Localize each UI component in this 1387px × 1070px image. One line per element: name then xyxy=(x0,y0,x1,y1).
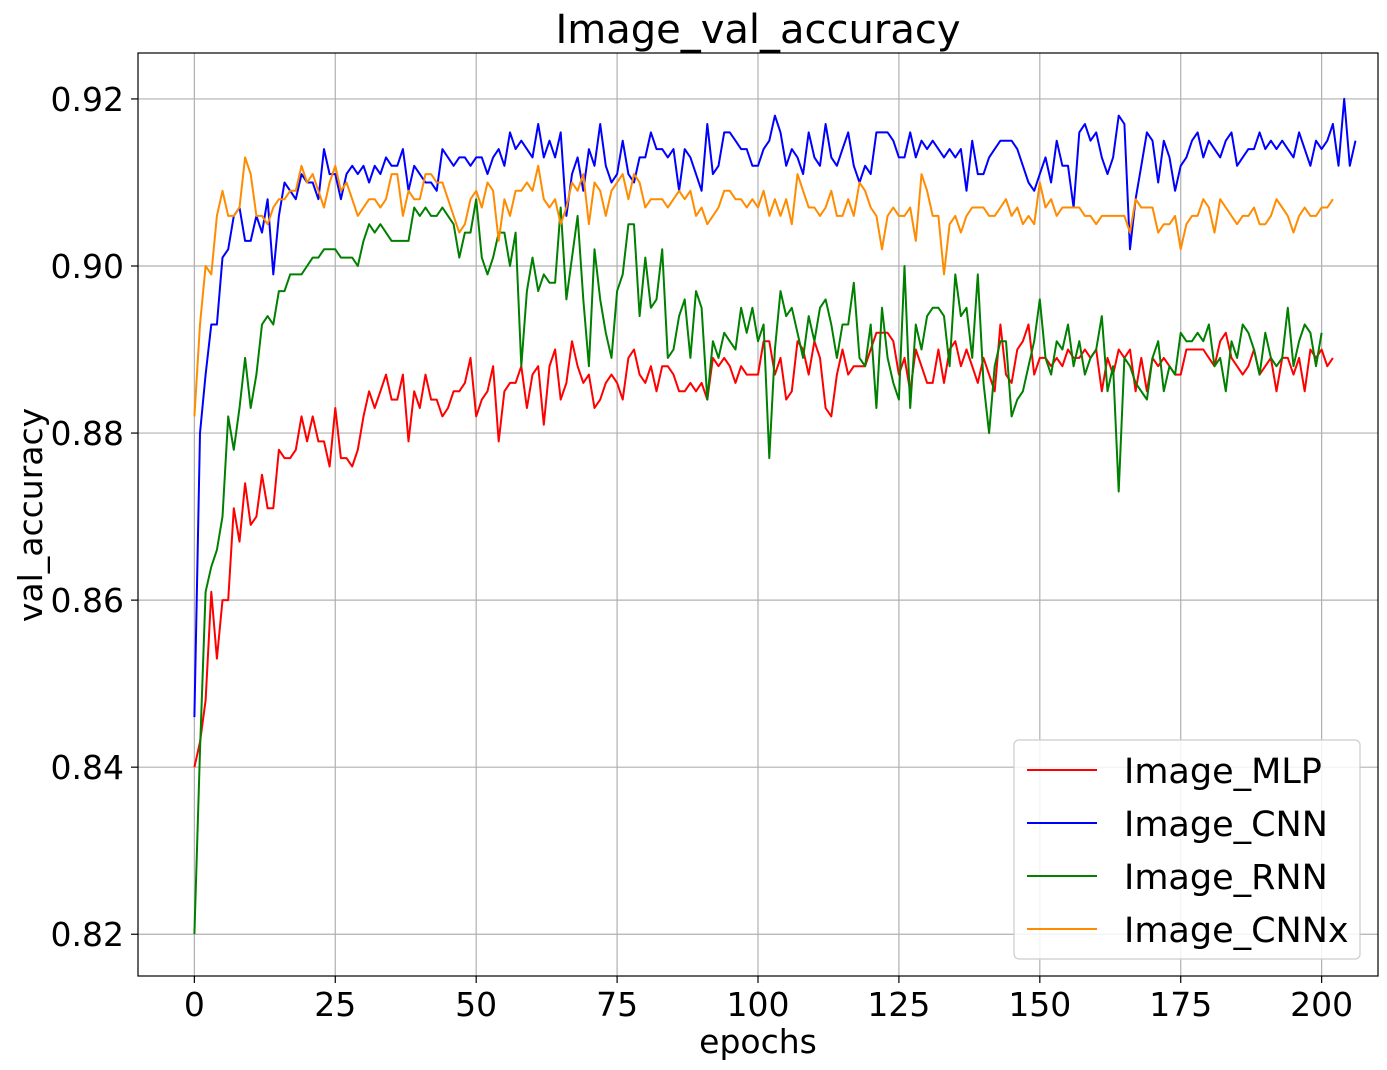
legend-label-image-mlp: Image_MLP xyxy=(1124,752,1322,792)
y-tick-label: 0.88 xyxy=(51,414,124,453)
y-axis-ticks: 0.82 0.84 0.86 0.88 0.90 0.92 xyxy=(51,80,138,954)
series-line-image-cnnx xyxy=(193,156,1334,417)
x-tick-label: 175 xyxy=(1149,985,1212,1024)
series-line-image-cnn xyxy=(193,97,1357,718)
x-tick-label: 200 xyxy=(1290,985,1353,1024)
x-tick-label: 150 xyxy=(1008,985,1071,1024)
x-tick-label: 125 xyxy=(867,985,930,1024)
y-axis-label: val_accuracy xyxy=(11,408,50,622)
series-lines xyxy=(193,97,1357,935)
y-tick-label: 0.86 xyxy=(51,581,124,620)
y-tick-label: 0.84 xyxy=(51,748,124,787)
y-tick-label: 0.82 xyxy=(51,915,124,954)
legend-items: Image_MLP Image_CNN Image_RNN Image_CNNx xyxy=(1027,752,1349,951)
legend-label-image-rnn: Image_RNN xyxy=(1124,858,1328,898)
legend-label-image-cnnx: Image_CNNx xyxy=(1124,911,1349,951)
grid xyxy=(138,53,1378,976)
series-line-image-mlp xyxy=(193,323,1334,768)
x-tick-label: 25 xyxy=(314,985,356,1024)
x-tick-label: 100 xyxy=(727,985,790,1024)
x-axis-label: epochs xyxy=(699,1022,817,1061)
x-axis-ticks: 0 25 50 75 100 125 150 175 200 xyxy=(184,976,1353,1024)
plot-frame xyxy=(137,52,1379,977)
x-tick-label: 0 xyxy=(184,985,205,1024)
legend: Image_MLP Image_CNN Image_RNN Image_CNNx xyxy=(1013,739,1361,960)
legend-label-image-cnn: Image_CNN xyxy=(1124,805,1328,845)
x-tick-label: 50 xyxy=(455,985,497,1024)
x-tick-label: 75 xyxy=(596,985,638,1024)
y-tick-label: 0.90 xyxy=(51,247,124,286)
chart-title: Image_val_accuracy xyxy=(555,7,960,53)
legend-box xyxy=(1013,739,1361,960)
y-tick-label: 0.92 xyxy=(51,80,124,119)
series-line-image-rnn xyxy=(193,198,1323,935)
